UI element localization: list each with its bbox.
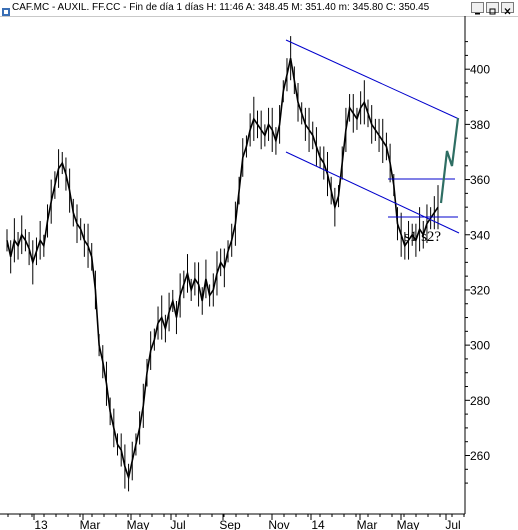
title-bar: CAF.MC - AUXIL. FF.CC - Fin de día 1 día… [0,0,518,17]
price-chart: 260 280 300 320 340 360 380 400 13 Mar May Jul Sep N… [0,16,490,530]
restore-icon[interactable] [486,2,499,15]
x-tick-label: Nov [268,518,289,530]
y-tick-label: 360 [470,173,490,187]
channel-upper-line [285,39,460,120]
x-tick-label: 14 [311,518,325,530]
x-tick-label: May [127,518,150,530]
x-tick-label: Mar [357,518,378,530]
x-tick-label: Sep [219,518,241,530]
x-tick-label: 13 [34,518,48,530]
window-menu-icon[interactable] [2,3,10,16]
y-tick-label: 260 [470,449,490,463]
window-title: CAF.MC - AUXIL. FF.CC - Fin de día 1 día… [12,2,430,13]
y-tick-label: 280 [470,394,490,408]
y-tick-label: 340 [470,228,490,242]
x-tick-label: Mar [80,518,101,530]
minimize-icon[interactable] [471,2,484,15]
y-tick-label: 300 [470,339,490,353]
close-icon[interactable] [501,2,514,15]
y-tick-label: 320 [470,283,490,297]
y-tick-label: 380 [470,118,490,132]
projection-path [439,117,460,204]
y-tick-label: 400 [470,63,490,77]
annotation-s1-s2: s1 s2? [404,229,441,245]
x-tick-label: Jul [445,518,460,530]
x-tick-label: Jul [170,518,185,530]
x-tick-label: May [397,518,420,530]
price-line [6,58,439,481]
channel-lower-line [285,151,460,234]
